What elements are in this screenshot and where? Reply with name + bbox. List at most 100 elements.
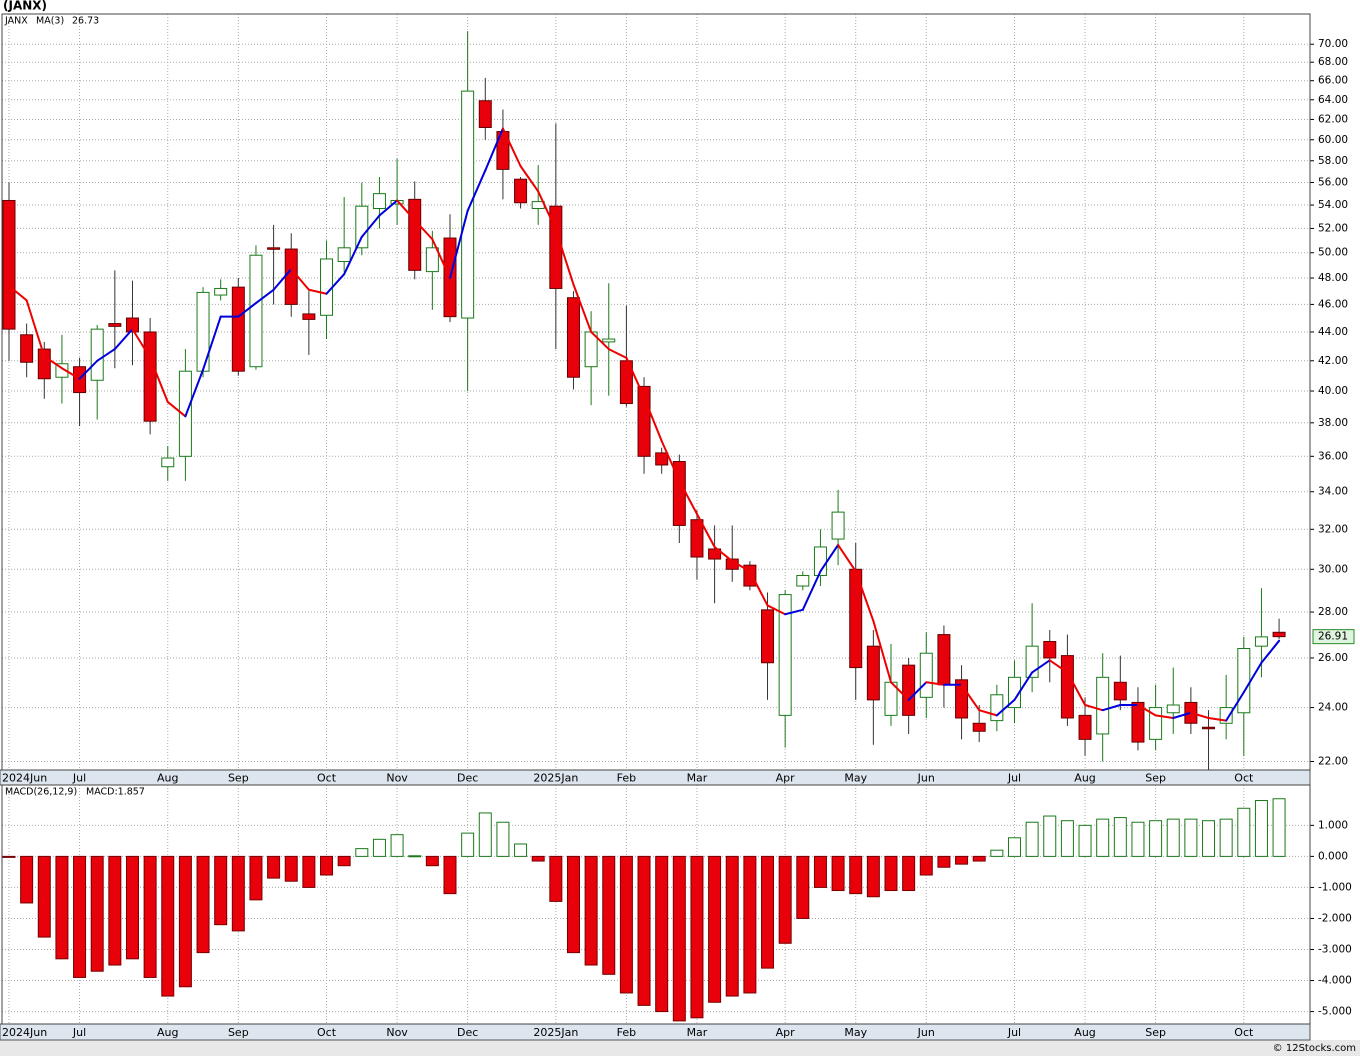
y-tick-label: 30.00 [1318, 563, 1348, 575]
ma-line [837, 543, 857, 573]
x-tick-label: Aug [157, 1026, 178, 1039]
y-tick-label: 26.00 [1318, 652, 1348, 664]
macd-bar [55, 855, 69, 960]
x-tick-label: Sep [228, 1026, 249, 1039]
macd-bar [866, 855, 880, 898]
ma-line [537, 190, 557, 231]
x-tick-label: May [844, 772, 867, 785]
y-tick-label: 56.00 [1318, 177, 1348, 189]
ma-line [625, 356, 646, 399]
ma-line [660, 440, 681, 482]
x-tick-label: Sep [1145, 1026, 1166, 1039]
candle-body [1078, 714, 1092, 740]
macd-bar [637, 855, 651, 1006]
x-tick-label: Oct [1234, 1026, 1254, 1039]
macd-bar [531, 855, 545, 862]
candle-body [514, 178, 528, 204]
macd-bar [708, 855, 722, 1003]
macd-bar [425, 855, 439, 867]
candle-body [831, 511, 845, 540]
ma-line [60, 367, 81, 380]
macd-bar [108, 855, 122, 966]
ma-line [413, 219, 434, 241]
macd-bar [955, 855, 969, 865]
y-tick-label: 60.00 [1318, 134, 1348, 146]
macd-bar [443, 855, 457, 895]
legend-macd-value: MACD:1.857 [86, 787, 145, 798]
ma-line [1154, 714, 1175, 719]
candle-body [1237, 648, 1251, 714]
x-tick-label: Aug [1074, 1026, 1095, 1039]
y-tick-label: 22.00 [1318, 755, 1348, 767]
candle-body [849, 568, 863, 669]
ma-line [731, 560, 751, 573]
last-price-badge [1312, 629, 1355, 645]
x-tick-label: Oct [317, 1026, 337, 1039]
macd-bar [655, 855, 669, 1013]
y-tick-label: -4.000 [1318, 975, 1352, 987]
x-tick-label: Sep [1145, 772, 1166, 785]
macd-bar [143, 855, 157, 978]
candle-body [20, 334, 34, 363]
macd-bar [249, 855, 263, 901]
ma-line [854, 570, 875, 622]
x-tick-label: Jul [1007, 1026, 1021, 1039]
x-tick-label: 2024Jun [2, 772, 47, 785]
y-tick-label: 46.00 [1318, 298, 1348, 310]
candle-body [355, 205, 369, 249]
ma-line [484, 127, 504, 172]
macd-bar [566, 855, 580, 954]
macd-bar [478, 812, 492, 857]
candle-body [708, 548, 722, 560]
candle-body [284, 248, 298, 305]
macd-bar [390, 834, 404, 857]
macd-bar [549, 855, 563, 902]
y-tick-label: 48.00 [1318, 272, 1348, 284]
y-tick-label: 58.00 [1318, 155, 1348, 167]
plot-area [2, 14, 1310, 770]
y-tick-label: 62.00 [1318, 113, 1348, 125]
ma-line [343, 235, 363, 276]
ma-line [643, 396, 663, 443]
ma-line [1084, 703, 1104, 712]
y-tick-label: 34.00 [1318, 486, 1348, 498]
candle-body [778, 594, 792, 716]
ma-line [149, 356, 169, 403]
x-tick-label: 2025Jan [533, 772, 578, 785]
y-tick-label: 24.00 [1318, 702, 1348, 714]
ma-line [713, 545, 734, 563]
x-label-band [0, 769, 1311, 786]
ma-line [907, 681, 928, 701]
ma-line [1242, 661, 1263, 694]
ma-line [784, 608, 804, 616]
ma-line [325, 273, 346, 295]
macd-bar [619, 855, 633, 994]
ma-line [272, 268, 293, 291]
last-price-label: 26.91 [1318, 631, 1348, 643]
macd-bar [1202, 820, 1216, 857]
candle-body [90, 328, 104, 381]
macd-bar [178, 855, 192, 988]
ma-line [501, 127, 522, 168]
candle-body [690, 519, 704, 558]
ma-line [131, 328, 152, 359]
candle-body [972, 722, 986, 732]
y-tick-label: 32.00 [1318, 523, 1348, 535]
macd-bar [408, 855, 422, 858]
candle-body [1007, 676, 1021, 709]
macd-bar [761, 855, 775, 969]
macd-bar [496, 821, 510, 857]
macd-bar [161, 855, 175, 997]
candle-body [566, 297, 580, 378]
macd-bar [1131, 821, 1145, 857]
ma-line [43, 355, 63, 370]
macd-bar [20, 855, 34, 904]
ma-line [1048, 659, 1069, 674]
candle-body [1166, 704, 1180, 714]
ma-line [872, 619, 892, 684]
macd-bar [1060, 820, 1074, 857]
candle-body [2, 199, 16, 330]
ma-line [1013, 671, 1034, 701]
candle-body [619, 360, 633, 405]
y-tick-label: 42.00 [1318, 355, 1348, 367]
